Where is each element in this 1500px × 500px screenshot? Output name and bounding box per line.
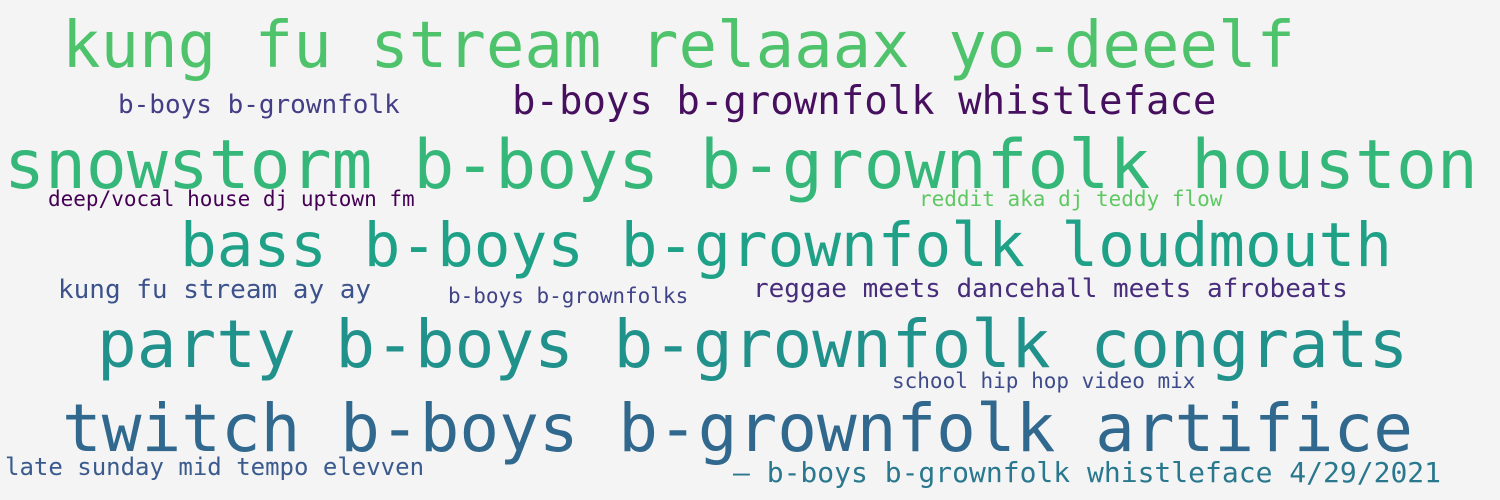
word-kung-fu-stream-ay-ay: kung fu stream ay ay bbox=[58, 275, 372, 305]
word-b-boys-b-grownfolk-small: b-boys b-grownfolk bbox=[118, 90, 400, 120]
word-school-hip-hop: school hip hop video mix bbox=[892, 369, 1196, 393]
word-snowstorm-houston: snowstorm b-boys b-grownfolk houston bbox=[4, 126, 1478, 205]
word-twitch-artifice: twitch b-boys b-grownfolk artifice bbox=[62, 390, 1414, 467]
word-party-congrats: party b-boys b-grownfolk congrats bbox=[97, 306, 1409, 383]
word-b-boys-b-grownfolks: b-boys b-grownfolks bbox=[448, 284, 689, 308]
word-whistleface: b-boys b-grownfolk whistleface bbox=[512, 79, 1217, 124]
word-reggae-dancehall: reggae meets dancehall meets afrobeats bbox=[753, 274, 1348, 304]
word-late-sunday: late sunday mid tempo elevven bbox=[5, 453, 425, 481]
word-whistleface-date: — b-boys b-grownfolk whistleface 4/29/20… bbox=[733, 456, 1442, 489]
word-reddit-teddy-flow: reddit aka dj teddy flow bbox=[919, 187, 1223, 211]
word-deep-vocal-house: deep/vocal house dj uptown fm bbox=[48, 187, 415, 211]
word-kung-fu-stream-relaaax: kung fu stream relaaax yo-deeelf bbox=[62, 9, 1295, 83]
word-bass-loudmouth: bass b-boys b-grownfolk loudmouth bbox=[180, 210, 1392, 281]
